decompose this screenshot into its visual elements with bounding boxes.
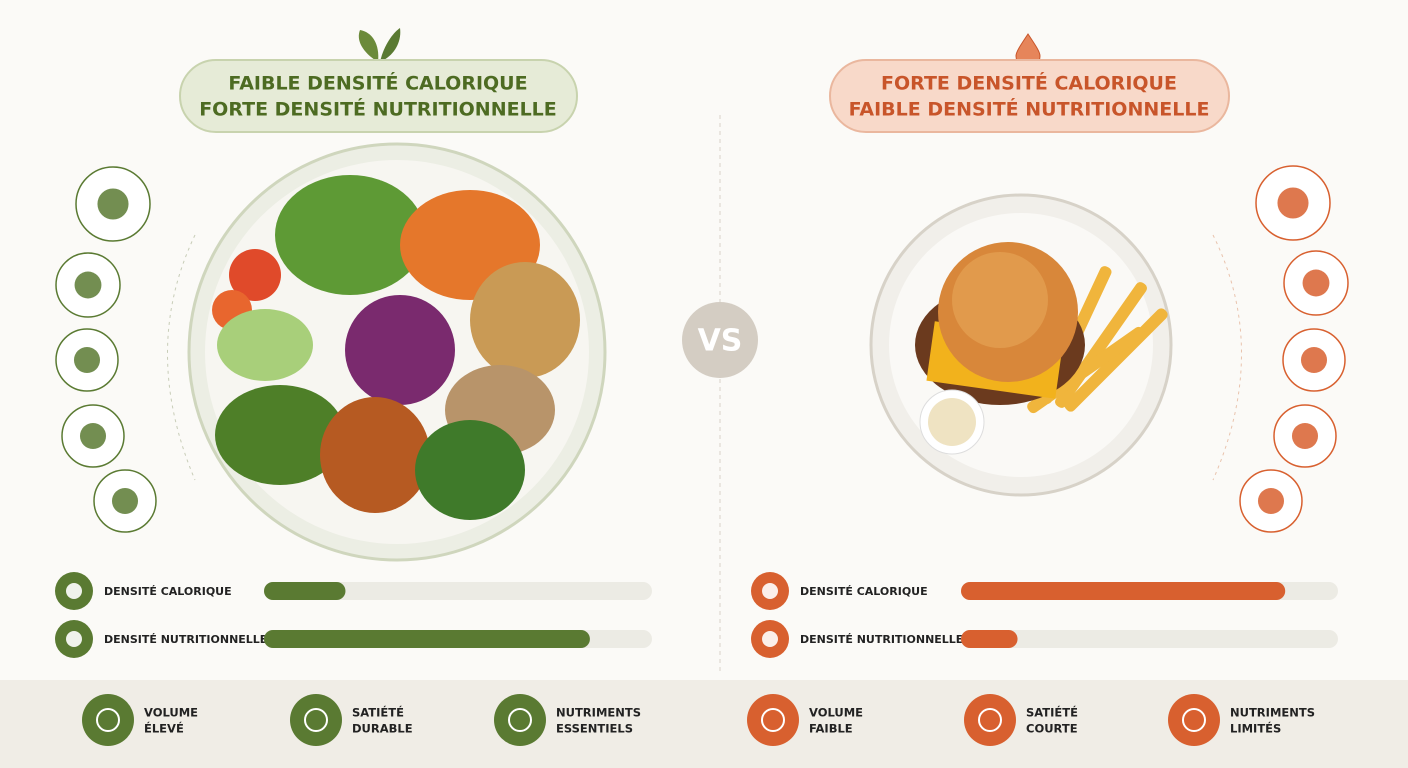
- panel-title: FAIBLE DENSITÉ NUTRITIONNELLE: [849, 98, 1210, 121]
- feature-icon: [290, 694, 342, 746]
- vs-badge: [682, 302, 758, 378]
- right-arc: [1212, 234, 1242, 481]
- feature-icon-glyph: [96, 708, 120, 732]
- bar: [264, 582, 346, 600]
- feature-icon-glyph: [761, 708, 785, 732]
- feature-label: SATIÉTÉ: [1026, 705, 1078, 720]
- left-title-pill: [179, 59, 578, 133]
- bar-icon-glyph: [66, 631, 82, 647]
- panel-title: FORTE DENSITÉ CALORIQUE: [881, 72, 1177, 95]
- food-icon-glyph: [1291, 422, 1319, 450]
- feature-icon: [494, 694, 546, 746]
- healthy-plate: [187, 142, 607, 562]
- feature-label: COURTE: [1026, 722, 1078, 736]
- feature-label: VOLUME: [144, 706, 198, 720]
- food-icon-glyph: [79, 422, 107, 450]
- bar: [961, 582, 1286, 600]
- bar-icon-glyph: [762, 631, 778, 647]
- food-icon-glyph: [74, 271, 102, 299]
- leaf-icon: [358, 28, 401, 62]
- food-icon-glyph: [1257, 487, 1285, 515]
- vs-label: VS: [698, 324, 743, 359]
- feature-label: LIMITÉS: [1230, 721, 1281, 736]
- bar: [264, 630, 590, 648]
- left-arc: [167, 234, 196, 481]
- feature-label: VOLUME: [809, 706, 863, 720]
- feature-label: NUTRIMENTS: [1230, 706, 1315, 720]
- panel-title: FAIBLE DENSITÉ CALORIQUE: [228, 72, 527, 95]
- feature-icon: [964, 694, 1016, 746]
- bar: [961, 630, 1018, 648]
- bar-track: [961, 630, 1338, 648]
- food-icon-glyph: [1302, 269, 1330, 297]
- feature-label: SATIÉTÉ: [352, 705, 404, 720]
- feature-label: FAIBLE: [809, 722, 853, 736]
- feature-icon-glyph: [1182, 708, 1206, 732]
- right-title-pill: [829, 59, 1230, 133]
- feature-label: NUTRIMENTS: [556, 706, 641, 720]
- feature-label: ESSENTIELS: [556, 722, 633, 736]
- food-icon-glyph: [1277, 187, 1309, 219]
- bar-icon-glyph: [762, 583, 778, 599]
- panel-title: FORTE DENSITÉ NUTRITIONNELLE: [199, 98, 557, 121]
- feature-icon-glyph: [978, 708, 1002, 732]
- bar-label: DENSITÉ CALORIQUE: [104, 585, 232, 598]
- feature-label: DURABLE: [352, 722, 413, 736]
- bar-track: [264, 582, 652, 600]
- junk-plate: [869, 193, 1173, 497]
- food-icon-glyph: [73, 346, 101, 374]
- food-icon-glyph: [97, 188, 129, 220]
- bar-label: DENSITÉ CALORIQUE: [800, 585, 928, 598]
- feature-icon: [82, 694, 134, 746]
- food-icon-glyph: [1300, 346, 1328, 374]
- feature-icon-glyph: [304, 708, 328, 732]
- bar-label: DENSITÉ NUTRITIONNELLE: [800, 633, 963, 646]
- bar-icon-glyph: [66, 583, 82, 599]
- feature-icon: [1168, 694, 1220, 746]
- food-icon-glyph: [111, 487, 139, 515]
- feature-icon: [747, 694, 799, 746]
- feature-icon-glyph: [508, 708, 532, 732]
- feature-label: ÉLEVÉ: [144, 721, 184, 736]
- bar-label: DENSITÉ NUTRITIONNELLE: [104, 633, 267, 646]
